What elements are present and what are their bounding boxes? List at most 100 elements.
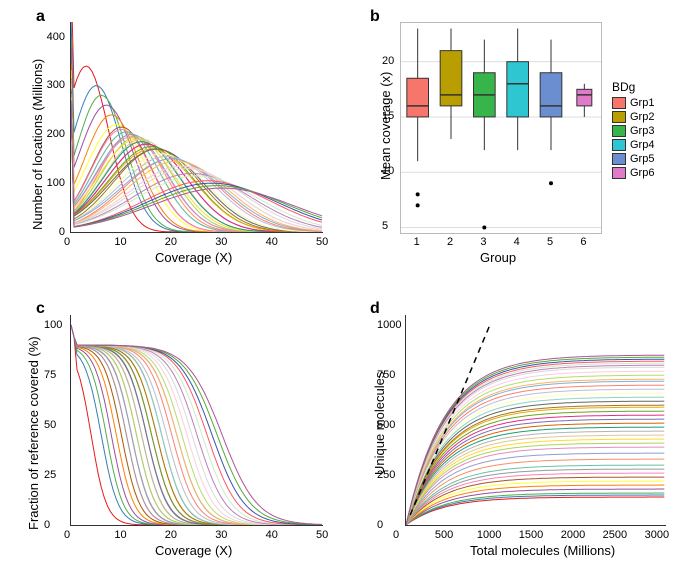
figure-four-panel: a Number of locations (Millions) Coverag… bbox=[0, 0, 685, 579]
ytick: 5 bbox=[382, 220, 388, 232]
panel-b-label: b bbox=[370, 8, 380, 26]
legend-swatch bbox=[612, 167, 626, 179]
ytick: 250 bbox=[377, 469, 395, 481]
legend-label: Grp2 bbox=[630, 111, 654, 123]
ytick: 10 bbox=[382, 165, 394, 177]
legend-label: Grp3 bbox=[630, 125, 654, 137]
xtick: 50 bbox=[316, 529, 328, 541]
outlier bbox=[416, 203, 420, 207]
xtick: 6 bbox=[580, 236, 586, 248]
panel-d bbox=[405, 315, 665, 525]
coverage-curve bbox=[71, 87, 322, 232]
legend-item: Grp4 bbox=[612, 138, 654, 152]
xtick: 0 bbox=[393, 529, 399, 541]
panel-a-plot bbox=[70, 22, 323, 233]
legend-item: Grp1 bbox=[612, 96, 654, 110]
panel-a-xlabel: Coverage (X) bbox=[155, 250, 232, 265]
panel-a-label: a bbox=[36, 8, 45, 26]
coverage-curve bbox=[71, 88, 322, 232]
ytick: 15 bbox=[382, 110, 394, 122]
legend-item: Grp2 bbox=[612, 110, 654, 124]
ytick: 300 bbox=[40, 79, 65, 91]
panel-d-svg bbox=[406, 315, 666, 525]
ytick: 1000 bbox=[377, 319, 401, 331]
box-2 bbox=[440, 51, 462, 106]
box-1 bbox=[407, 78, 429, 117]
legend-swatch bbox=[612, 125, 626, 137]
xtick: 40 bbox=[266, 529, 278, 541]
xtick: 3000 bbox=[645, 529, 669, 541]
panel-c-xlabel: Coverage (X) bbox=[155, 543, 232, 558]
panel-c-label: c bbox=[36, 300, 45, 318]
xtick: 10 bbox=[114, 236, 126, 248]
box-5 bbox=[540, 73, 562, 117]
panel-c-plot bbox=[70, 315, 323, 526]
ytick: 0 bbox=[40, 226, 65, 238]
xtick: 0 bbox=[64, 529, 70, 541]
legend-label: Grp5 bbox=[630, 153, 654, 165]
xtick: 2500 bbox=[603, 529, 627, 541]
sat-curve bbox=[406, 481, 664, 525]
legend-item: Grp6 bbox=[612, 166, 654, 180]
sat-curve bbox=[406, 477, 664, 525]
ytick: 200 bbox=[40, 128, 65, 140]
outlier bbox=[416, 192, 420, 196]
panel-d-label: d bbox=[370, 300, 380, 318]
panel-c-svg bbox=[71, 315, 323, 525]
xtick: 1 bbox=[414, 236, 420, 248]
ytick: 50 bbox=[44, 419, 56, 431]
panel-b-ylabel: Mean coverage (x) bbox=[378, 72, 393, 180]
coverage-curve bbox=[71, 100, 322, 227]
xtick: 10 bbox=[114, 529, 126, 541]
legend-title: BDg bbox=[612, 80, 654, 94]
ytick: 20 bbox=[382, 55, 394, 67]
xtick: 30 bbox=[215, 236, 227, 248]
panel-c bbox=[70, 315, 322, 525]
xtick: 1000 bbox=[477, 529, 501, 541]
legend-item: Grp5 bbox=[612, 152, 654, 166]
panel-b-svg bbox=[401, 23, 601, 233]
xtick: 20 bbox=[165, 236, 177, 248]
panel-b-plot bbox=[400, 22, 602, 234]
panel-b-legend: BDg Grp1 Grp2 Grp3 Grp4 Grp5 Grp6 bbox=[612, 80, 654, 180]
ytick: 0 bbox=[44, 519, 50, 531]
ytick: 750 bbox=[377, 369, 395, 381]
legend-swatch bbox=[612, 153, 626, 165]
legend-swatch bbox=[612, 97, 626, 109]
ytick: 100 bbox=[44, 319, 62, 331]
panel-c-ylabel: Fraction of reference covered (%) bbox=[26, 336, 41, 530]
xtick: 40 bbox=[266, 236, 278, 248]
legend-label: Grp6 bbox=[630, 167, 654, 179]
xtick: 4 bbox=[514, 236, 520, 248]
panel-b bbox=[400, 22, 600, 232]
xtick: 0 bbox=[64, 236, 70, 248]
xtick: 2000 bbox=[561, 529, 585, 541]
outlier bbox=[549, 181, 553, 185]
xtick: 30 bbox=[215, 529, 227, 541]
ytick: 25 bbox=[44, 469, 56, 481]
legend-item: Grp3 bbox=[612, 124, 654, 138]
ytick: 75 bbox=[44, 369, 56, 381]
xtick: 500 bbox=[435, 529, 453, 541]
coverage-curve bbox=[71, 49, 322, 233]
legend-label: Grp1 bbox=[630, 97, 654, 109]
ytick: 400 bbox=[40, 31, 65, 43]
panel-d-xlabel: Total molecules (Millions) bbox=[470, 543, 615, 558]
panel-b-xlabel: Group bbox=[480, 250, 516, 265]
panel-a bbox=[70, 22, 322, 232]
legend-swatch bbox=[612, 139, 626, 151]
outlier bbox=[482, 225, 486, 229]
legend-label: Grp4 bbox=[630, 139, 654, 151]
sat-curve bbox=[406, 497, 664, 525]
panel-d-plot bbox=[405, 315, 666, 526]
xtick: 2 bbox=[447, 236, 453, 248]
ytick: 0 bbox=[377, 519, 383, 531]
box-6 bbox=[577, 89, 592, 106]
panel-a-svg bbox=[71, 22, 323, 232]
xtick: 50 bbox=[316, 236, 328, 248]
ytick: 100 bbox=[40, 177, 65, 189]
xtick: 20 bbox=[165, 529, 177, 541]
xtick: 1500 bbox=[519, 529, 543, 541]
ytick: 500 bbox=[377, 419, 395, 431]
xtick: 3 bbox=[480, 236, 486, 248]
